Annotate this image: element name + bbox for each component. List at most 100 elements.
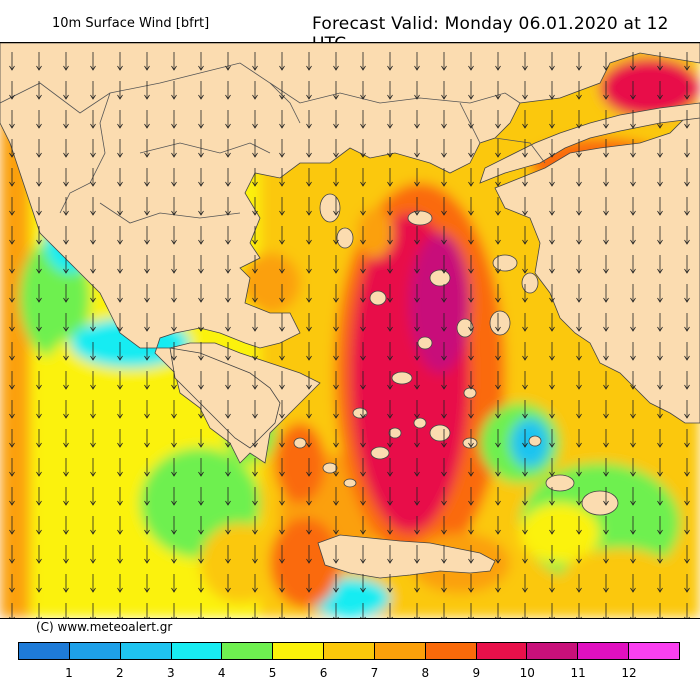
wind-arrow-head: [90, 268, 96, 274]
wind-arrow-head: [414, 123, 420, 129]
wind-arrow-head: [171, 94, 177, 100]
wind-arrow-head: [198, 181, 204, 187]
wind-arrow-head: [684, 152, 690, 158]
wind-arrow-head: [576, 65, 582, 71]
wind-arrow-head: [603, 210, 609, 216]
wind-arrow-head: [522, 94, 528, 100]
wind-arrow-head: [414, 297, 420, 303]
wind-arrow-head: [495, 471, 501, 477]
wind-arrow-head: [117, 239, 123, 245]
legend-swatch: [527, 643, 579, 659]
wind-arrow-head: [630, 442, 636, 448]
wind-arrow-head: [252, 181, 258, 187]
wind-arrow-head: [603, 297, 609, 303]
copyright-credit[interactable]: (C) www.meteoalert.gr: [36, 620, 173, 634]
wind-arrow-head: [279, 181, 285, 187]
wind-arrow-head: [549, 123, 555, 129]
wind-arrow-head: [279, 384, 285, 390]
wind-arrow-head: [36, 471, 42, 477]
wind-arrow-head: [63, 181, 69, 187]
wind-arrow-head: [333, 239, 339, 245]
wind-arrow-head: [522, 384, 528, 390]
wind-arrow-head: [279, 65, 285, 71]
wind-arrow-head: [171, 413, 177, 419]
wind-arrow-head: [117, 500, 123, 506]
wind-arrow-head: [630, 152, 636, 158]
wind-arrow-head: [684, 181, 690, 187]
wind-arrow-head: [333, 181, 339, 187]
wind-arrow-head: [171, 529, 177, 535]
wind-arrow-head: [414, 587, 420, 593]
wind-arrow-head: [630, 123, 636, 129]
wind-arrow-head: [360, 442, 366, 448]
wind-arrow-head: [522, 181, 528, 187]
wind-arrow-head: [522, 442, 528, 448]
wind-arrow-head: [306, 94, 312, 100]
wind-arrow-head: [387, 123, 393, 129]
wind-arrow-head: [630, 355, 636, 361]
country-borders-layer: [0, 62, 546, 224]
wind-arrow-head: [117, 123, 123, 129]
wind-arrow-head: [684, 587, 690, 593]
wind-arrow-head: [684, 355, 690, 361]
wind-arrow-head: [549, 210, 555, 216]
wind-arrow-head: [90, 355, 96, 361]
wind-arrow-head: [657, 239, 663, 245]
wind-arrow-head: [657, 587, 663, 593]
wind-arrow-head: [225, 65, 231, 71]
wind-arrow-head: [36, 210, 42, 216]
wind-arrow-head: [306, 152, 312, 158]
wind-arrow-head: [90, 181, 96, 187]
wind-arrow-head: [279, 326, 285, 332]
legend-swatch: [374, 643, 426, 659]
legend-swatch: [629, 643, 679, 659]
wind-arrow-head: [360, 413, 366, 419]
wind-arrow-head: [387, 355, 393, 361]
wind-arrow-head: [684, 239, 690, 245]
wind-arrow-head: [90, 500, 96, 506]
wind-arrow-head: [63, 558, 69, 564]
wind-arrow-head: [225, 152, 231, 158]
wind-arrow-head: [333, 471, 339, 477]
wind-arrow-head: [576, 529, 582, 535]
wind-arrow-head: [630, 587, 636, 593]
wind-arrow-head: [225, 94, 231, 100]
wind-arrow-head: [225, 500, 231, 506]
wind-arrow-head: [495, 65, 501, 71]
wind-map[interactable]: [0, 42, 700, 619]
wind-arrow-head: [171, 558, 177, 564]
wind-arrow-head: [36, 94, 42, 100]
wind-arrow-head: [198, 355, 204, 361]
wind-arrow-head: [9, 123, 15, 129]
wind-arrow-head: [279, 413, 285, 419]
wind-arrow-head: [630, 471, 636, 477]
wind-arrow-head: [252, 558, 258, 564]
wind-arrow-head: [306, 326, 312, 332]
wind-arrow-head: [360, 123, 366, 129]
wind-arrow-head: [144, 94, 150, 100]
wind-arrow-head: [630, 326, 636, 332]
wind-arrow-head: [549, 413, 555, 419]
wind-arrow-head: [360, 297, 366, 303]
wind-arrow-head: [333, 529, 339, 535]
wind-arrow-head: [306, 384, 312, 390]
wind-arrow-head: [9, 558, 15, 564]
legend-swatch: [578, 643, 630, 659]
wind-arrow-head: [495, 384, 501, 390]
wind-arrow-head: [252, 587, 258, 593]
wind-arrow-head: [441, 471, 447, 477]
wind-arrow-head: [414, 384, 420, 390]
wind-arrow-head: [414, 65, 420, 71]
wind-arrow-head: [306, 413, 312, 419]
wind-arrow-head: [171, 268, 177, 274]
wind-arrow-head: [252, 413, 258, 419]
wind-arrow-head: [144, 239, 150, 245]
wind-arrow-head: [252, 355, 258, 361]
wind-arrow-head: [36, 239, 42, 245]
wind-arrow-head: [495, 94, 501, 100]
wind-arrow-head: [441, 413, 447, 419]
wind-arrow-head: [576, 442, 582, 448]
wind-arrow-head: [306, 123, 312, 129]
wind-arrow-head: [360, 355, 366, 361]
wind-arrow-head: [603, 413, 609, 419]
